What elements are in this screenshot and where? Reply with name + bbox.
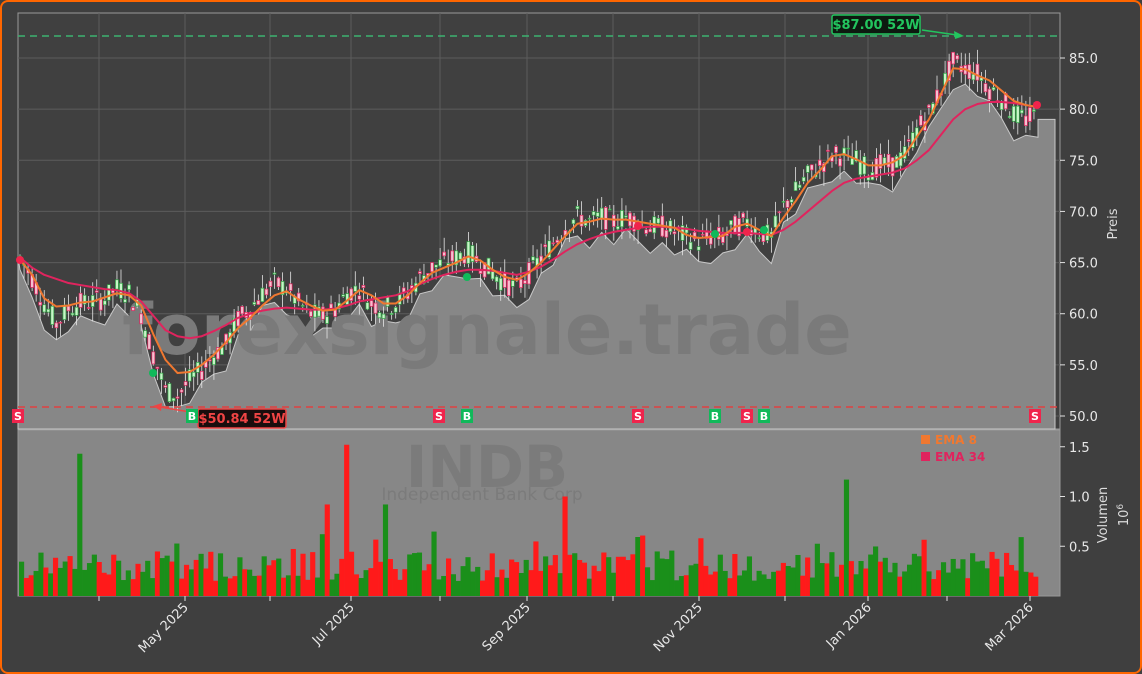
price-tick-label: 80.0 [1069, 103, 1098, 118]
sell-signal-marker: S [632, 409, 644, 423]
volume-axis-unit: 106 [1116, 504, 1132, 527]
svg-text:S: S [435, 410, 443, 423]
low-52w-annotation: $50.84 52W [153, 403, 287, 429]
price-axis-title: Preis [1106, 208, 1121, 239]
high-52w-label: $87.00 52W [832, 18, 919, 33]
svg-text:S: S [1031, 410, 1039, 423]
legend-swatch-ema34 [921, 452, 930, 461]
buy-signal-marker: B [461, 409, 473, 423]
price-tick-label: 65.0 [1069, 257, 1098, 272]
svg-text:S: S [14, 410, 22, 423]
buy-signal-marker: B [709, 409, 721, 423]
buy-signal-marker: B [186, 409, 198, 423]
x-tick-label: Mar 2026 [983, 600, 1037, 654]
sell-signal-marker: S [12, 409, 24, 423]
volume-tick-label: 0.5 [1069, 540, 1090, 555]
low-52w-label: $50.84 52W [198, 412, 285, 427]
price-tick-label: 85.0 [1069, 52, 1098, 67]
ema-lines [16, 67, 1041, 377]
price-tick-label: 55.0 [1069, 359, 1098, 374]
sell-signal-marker: S [1029, 409, 1041, 423]
volume-bars [19, 444, 1039, 596]
svg-text:B: B [760, 410, 768, 423]
x-tick-label: Jan 2026 [823, 600, 875, 652]
legend: EMA 8 EMA 34 [921, 433, 985, 464]
svg-text:B: B [463, 410, 471, 423]
x-tick-label: Sep 2025 [480, 600, 534, 654]
company-watermark: Independent Bank Corp [381, 485, 582, 505]
legend-label-ema8: EMA 8 [935, 433, 977, 447]
legend-label-ema34: EMA 34 [935, 450, 985, 464]
ticker-watermark: INDB [406, 433, 568, 501]
svg-text:S: S [743, 410, 751, 423]
buy-signal-marker: B [758, 409, 770, 423]
price-tick-label: 60.0 [1069, 308, 1098, 323]
price-tick-label: 75.0 [1069, 154, 1098, 169]
sell-signal-marker: S [741, 409, 753, 423]
volume-tick-label: 1.5 [1069, 441, 1090, 456]
x-tick-label: Nov 2025 [651, 600, 706, 655]
price-axis: 50.0 55.0 60.0 65.0 70.0 75.0 80.0 85.0 [1060, 52, 1098, 425]
volume-axis: 0.5 1.0 1.5 [1060, 441, 1090, 555]
x-axis: May 2025 Jul 2025 Sep 2025 Nov 2025 Jan 2026… [98, 596, 1037, 656]
x-tick-label: Jul 2025 [309, 600, 358, 649]
high-52w-annotation: $87.00 52W [831, 14, 964, 39]
volume-tick-label: 1.0 [1069, 491, 1090, 506]
price-tick-label: 50.0 [1069, 410, 1098, 425]
svg-text:S: S [634, 410, 642, 423]
watermark: forexsignale.trade [122, 289, 851, 371]
svg-text:B: B [711, 410, 719, 423]
price-tick-label: 70.0 [1069, 205, 1098, 220]
svg-text:B: B [188, 410, 196, 423]
sell-signal-marker: S [433, 409, 445, 423]
legend-swatch-ema8 [921, 435, 930, 444]
x-tick-label: May 2025 [136, 600, 192, 656]
volume-axis-title: Volumen [1096, 487, 1111, 544]
